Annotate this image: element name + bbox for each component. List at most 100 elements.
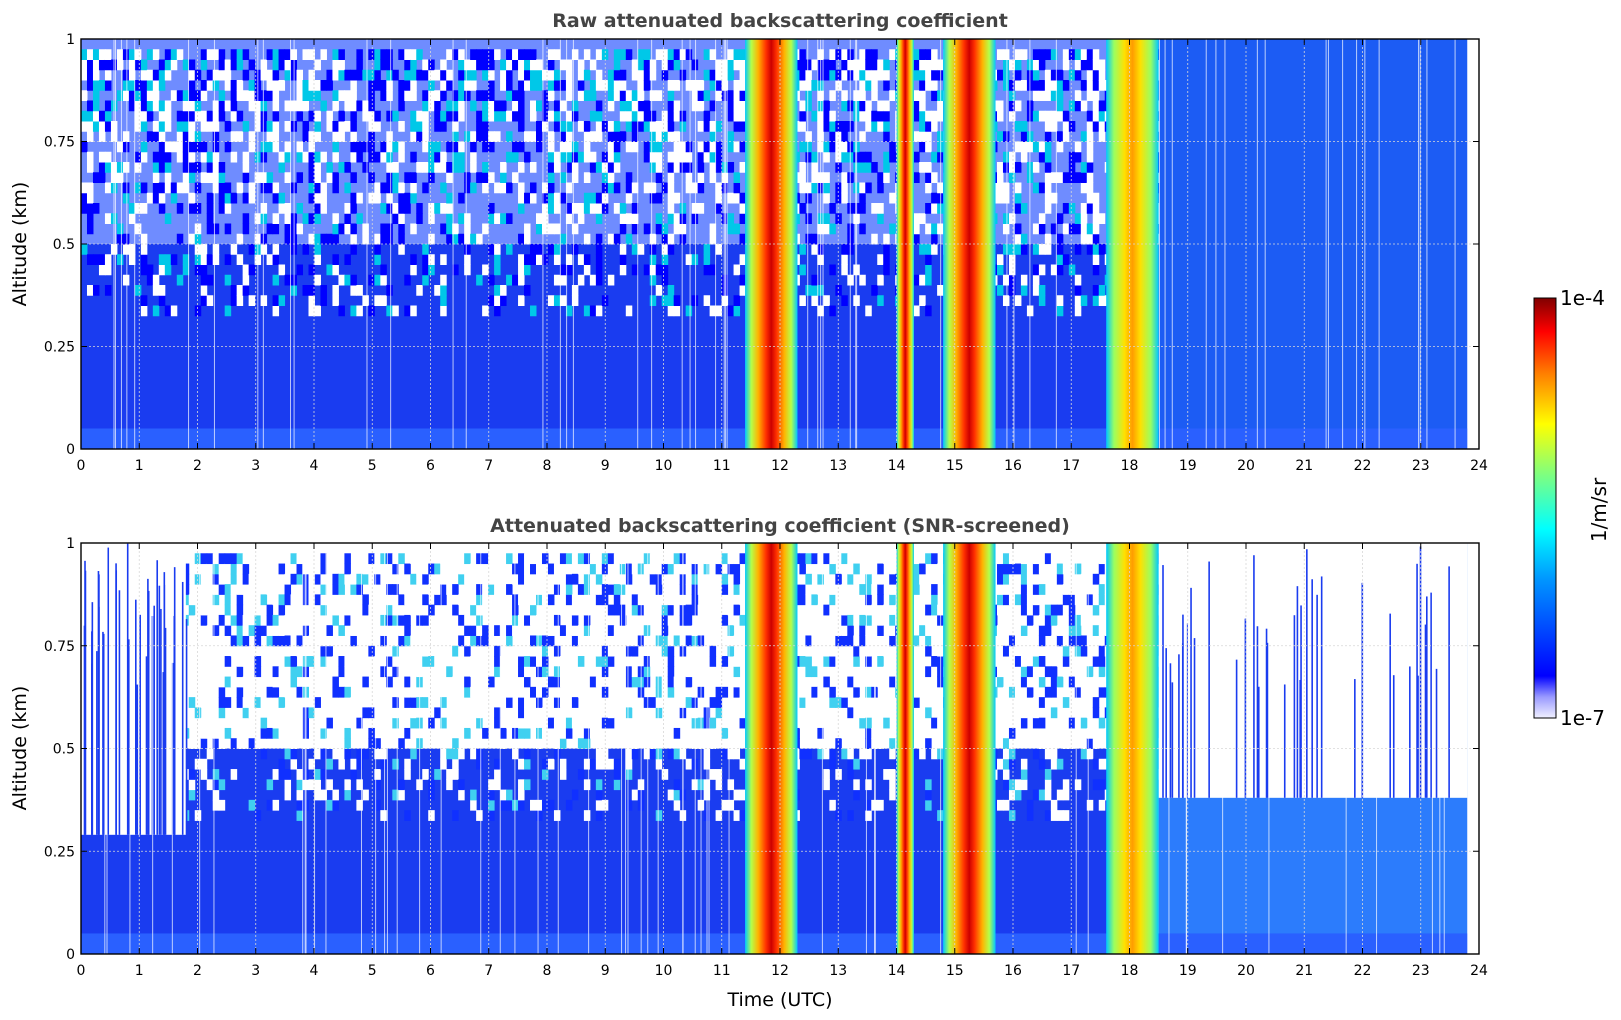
noise-cell [464, 69, 471, 81]
noise-cell [98, 264, 106, 276]
noise-cell [494, 254, 501, 265]
noise-cell [326, 553, 333, 565]
noise-cell [320, 151, 327, 163]
noise-cell [835, 192, 842, 204]
noise-cell [1086, 172, 1094, 183]
noise-cell [625, 121, 633, 132]
screened-streak [1186, 623, 1188, 798]
noise-cell [506, 69, 513, 81]
noise-cell [242, 584, 250, 595]
noise-cell [853, 686, 860, 698]
noise-cell [224, 100, 232, 112]
noise-cell [631, 203, 639, 214]
noise-cell [410, 686, 417, 698]
noise-cell [883, 686, 890, 698]
noise-cell [500, 285, 507, 296]
noise-cell [739, 553, 747, 565]
noise-cell [242, 738, 250, 749]
noise-cell [709, 80, 717, 91]
noise-cell [350, 285, 357, 296]
noise-cell [428, 90, 435, 101]
noise-cell [541, 573, 549, 585]
noise-cell [188, 131, 196, 142]
noise-cell [122, 49, 130, 60]
noise-cell [1002, 769, 1010, 780]
noise-cell [535, 100, 543, 112]
noise-cell [553, 110, 561, 122]
noise-cell [326, 573, 333, 585]
noise-cell [398, 213, 405, 224]
noise-cell [386, 584, 393, 595]
noise-cell [362, 717, 369, 729]
noise-cell [476, 131, 483, 142]
noise-cell [278, 769, 286, 780]
noise-cell [362, 563, 369, 575]
noise-cell [1044, 769, 1052, 780]
noise-cell [332, 604, 339, 616]
noise-cell [446, 223, 453, 235]
noise-cell [1074, 717, 1082, 729]
noise-cell [583, 563, 591, 575]
noise-cell [488, 697, 495, 708]
noise-cell [643, 697, 651, 708]
noise-cell [104, 49, 112, 60]
noise-cell [889, 192, 896, 204]
noise-cell [865, 110, 872, 122]
noise-cell [368, 707, 375, 719]
noise-cell [194, 233, 202, 245]
noise-cell [428, 233, 435, 245]
noise-cell [440, 254, 447, 265]
noise-cell [140, 203, 148, 214]
noise-cell [188, 59, 196, 71]
noise-cell [86, 203, 94, 214]
noise-cell [1014, 80, 1022, 91]
noise-cell [553, 573, 561, 585]
noise-cell [1068, 553, 1076, 565]
noise-cell [326, 80, 333, 91]
noise-cell [739, 69, 747, 81]
noise-cell [398, 121, 405, 132]
noise-cell [230, 635, 238, 647]
noise-cell [428, 779, 435, 791]
noise-cell [530, 656, 537, 667]
noise-cell [1038, 758, 1046, 770]
noise-cell [476, 274, 483, 286]
noise-cell [607, 625, 615, 636]
noise-cell [302, 131, 309, 142]
noise-cell [931, 80, 938, 91]
noise-cell [470, 131, 477, 142]
noise-cell [1002, 274, 1010, 286]
noise-cell [386, 162, 393, 173]
noise-cell [380, 223, 387, 235]
noise-cell [164, 49, 172, 60]
noise-cell [224, 553, 232, 565]
noise-cell [667, 305, 675, 317]
noise-cell [530, 717, 537, 729]
noise-cell [368, 80, 375, 91]
noise-cell [422, 110, 429, 122]
noise-cell [631, 676, 639, 688]
noise-cell [841, 182, 848, 194]
noise-cell [296, 727, 304, 739]
noise-cell [883, 254, 890, 265]
noise-cell [176, 121, 184, 132]
noise-cell [446, 69, 453, 81]
noise-cell [619, 90, 627, 101]
noise-cell [625, 305, 633, 317]
noise-cell [458, 213, 465, 224]
noise-cell [1032, 162, 1040, 173]
noise-cell [739, 213, 747, 224]
noise-cell [847, 573, 854, 585]
noise-cell [565, 141, 573, 153]
noise-cell [218, 656, 226, 667]
noise-cell [164, 182, 172, 194]
noise-cell [272, 295, 280, 306]
noise-cell [727, 162, 735, 173]
noise-cell [679, 223, 687, 235]
noise-cell [398, 141, 405, 153]
noise-cell [709, 717, 717, 729]
noise-cell [1008, 614, 1016, 626]
noise-cell [326, 563, 333, 575]
noise-cell [188, 69, 196, 81]
noise-cell [284, 666, 292, 678]
